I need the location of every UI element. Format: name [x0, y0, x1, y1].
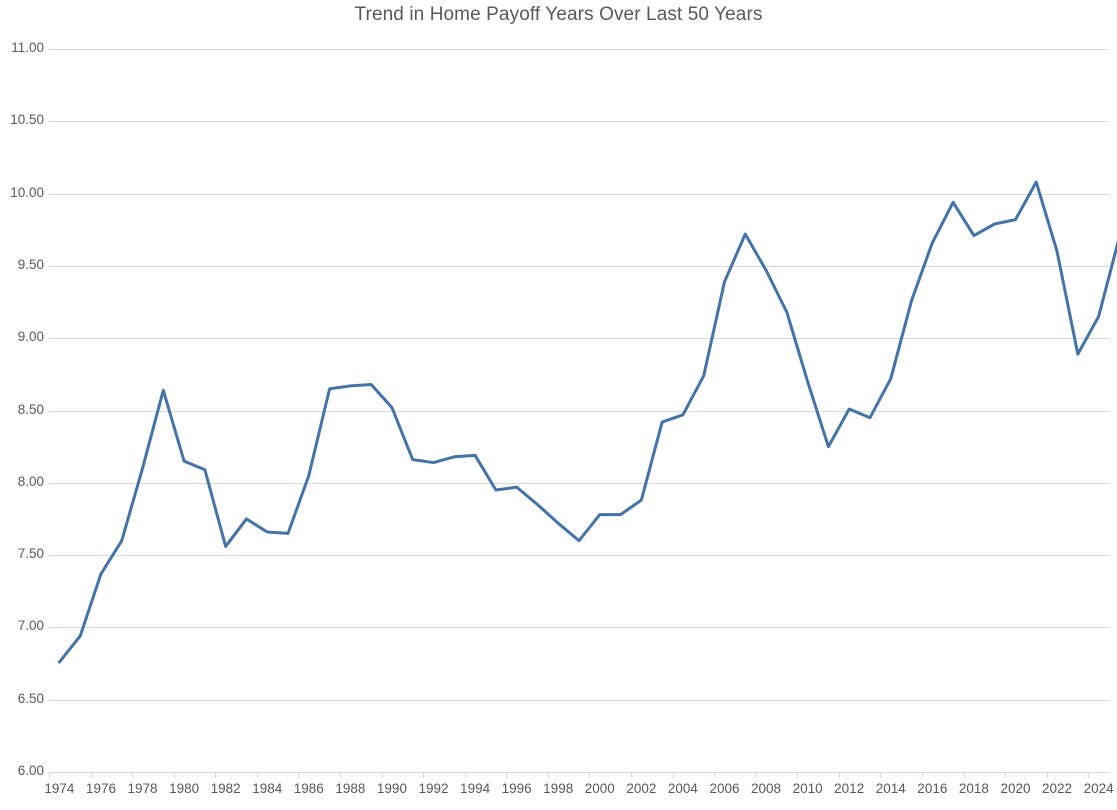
x-axis-tick-label: 2008 [751, 781, 782, 796]
gridline-y-8.00 [49, 482, 1109, 484]
x-axis-tick-mark [797, 772, 799, 778]
y-axis-tick-label: 7.50 [17, 546, 44, 562]
x-axis-tick-mark [298, 772, 300, 778]
x-axis-tick-mark [423, 772, 425, 778]
x-axis-tick-mark [630, 772, 632, 778]
y-axis-tick-label: 8.00 [17, 473, 44, 489]
x-axis-tick-mark [547, 772, 549, 778]
x-axis-tick-label: 1992 [418, 781, 449, 796]
x-axis-tick-label: 1982 [210, 781, 241, 796]
gridline-y-10.00 [49, 193, 1109, 195]
gridline-y-11.00 [49, 49, 1109, 50]
y-axis-tick-label: 10.00 [10, 184, 44, 200]
gridline-y-7.50 [49, 555, 1109, 557]
y-axis-tick-label: 9.00 [17, 329, 44, 345]
x-axis-tick-mark [173, 772, 175, 778]
x-axis-line [49, 772, 1109, 773]
x-axis-tick-mark [215, 772, 217, 778]
gridline-y-9.00 [49, 338, 1109, 340]
x-axis-tick-label: 1986 [293, 781, 324, 796]
plot-area [49, 49, 1117, 773]
x-axis-tick-mark [880, 772, 882, 778]
y-axis-tick-label: 7.00 [17, 618, 44, 634]
x-axis-tick-label: 2000 [584, 781, 615, 796]
x-axis-tick-label: 1984 [252, 781, 283, 796]
x-axis-tick-label: 2020 [1000, 781, 1031, 796]
x-axis-tick-mark [256, 772, 258, 778]
x-axis-tick-mark [381, 772, 383, 778]
x-axis-tick-mark [90, 772, 92, 778]
x-axis-tick-label: 1988 [335, 781, 366, 796]
x-axis-tick-label: 1996 [501, 781, 532, 796]
x-axis-tick-label: 1980 [169, 781, 200, 796]
gridline-y-6.50 [49, 699, 1109, 701]
x-axis-tick-mark [49, 772, 50, 778]
x-axis-tick-mark [464, 772, 466, 778]
x-axis-tick-label: 2010 [792, 781, 823, 796]
x-axis-tick-mark [339, 772, 341, 778]
data-line [57, 180, 1117, 664]
y-axis: 11.00 10.50 10.00 9.50 9.00 8.50 8.00 7.50 7.00 6… [0, 0, 44, 810]
x-axis-tick-label: 2022 [1042, 781, 1073, 796]
series-line-home-payoff-years [57, 180, 1117, 664]
x-axis-tick-label: 2002 [626, 781, 657, 796]
y-axis-tick-label: 9.50 [17, 256, 44, 272]
x-axis-tick-label: 2012 [834, 781, 865, 796]
x-axis-tick-label: 1976 [85, 781, 116, 796]
x-axis-tick-label: 2018 [958, 781, 989, 796]
y-axis-tick-label: 8.50 [17, 401, 44, 417]
x-axis-tick-mark [921, 772, 923, 778]
x-axis-tick-label: 2014 [875, 781, 906, 796]
x-axis-tick-label: 1990 [376, 781, 407, 796]
y-axis-tick-label: 11.00 [11, 40, 44, 55]
gridline-y-8.50 [49, 410, 1109, 412]
x-axis: 1974 1976 1978 1980 1982 1984 1986 1988 1990 1992… [44, 772, 1114, 810]
x-axis-tick-mark [838, 772, 840, 778]
x-axis-tick-mark [506, 772, 508, 778]
x-axis-tick-label: 2016 [917, 781, 948, 796]
x-axis-tick-label: 1994 [460, 781, 491, 796]
gridline-y-7.00 [49, 627, 1109, 629]
chart-title: Trend in Home Payoff Years Over Last 50 … [354, 4, 763, 25]
x-axis-tick-mark [963, 772, 965, 778]
x-axis-tick-label: 1998 [543, 781, 574, 796]
x-axis-tick-label: 2024 [1083, 781, 1114, 796]
x-axis-tick-label: 1974 [44, 781, 75, 796]
gridline-y-10.50 [49, 121, 1109, 123]
y-axis-tick-label: 6.00 [17, 763, 44, 778]
x-axis-tick-mark [714, 772, 716, 778]
x-axis-tick-mark [1046, 772, 1048, 778]
x-axis-tick-label: 2006 [709, 781, 740, 796]
x-axis-tick-mark [1088, 772, 1090, 778]
x-axis-tick-label: 2004 [667, 781, 698, 796]
x-axis-tick-mark [755, 772, 757, 778]
x-axis-tick-mark [672, 772, 674, 778]
x-axis-tick-mark [1005, 772, 1007, 778]
y-axis-tick-label: 10.50 [10, 112, 44, 128]
x-axis-tick-mark [589, 772, 591, 778]
gridline-y-9.50 [49, 265, 1109, 267]
x-axis-tick-label: 1978 [127, 781, 158, 796]
y-axis-tick-label: 6.50 [17, 690, 44, 706]
x-axis-tick-mark [132, 772, 134, 778]
